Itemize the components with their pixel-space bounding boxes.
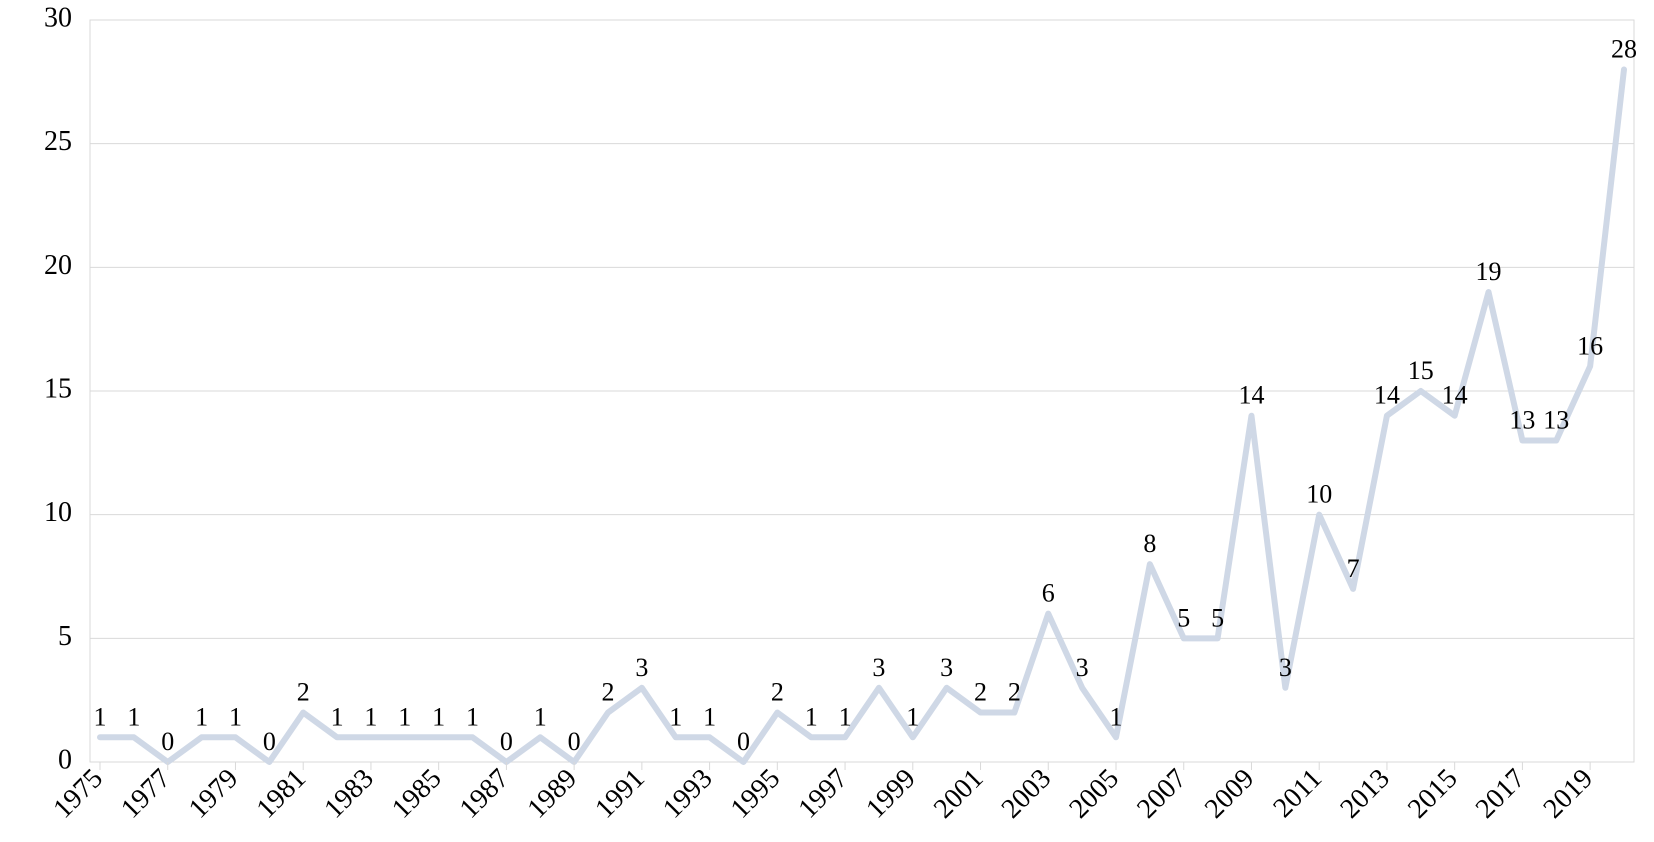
data-label: 1 <box>364 702 377 731</box>
data-label: 1 <box>669 702 682 731</box>
data-label: 3 <box>1076 653 1089 682</box>
data-label: 5 <box>1211 603 1224 632</box>
data-label: 0 <box>500 727 513 756</box>
data-label: 1 <box>1110 702 1123 731</box>
data-label: 1 <box>195 702 208 731</box>
data-label: 14 <box>1238 381 1264 410</box>
data-label: 0 <box>161 727 174 756</box>
y-tick-label: 15 <box>44 373 72 404</box>
data-label: 6 <box>1042 579 1055 608</box>
data-label: 1 <box>398 702 411 731</box>
data-label: 7 <box>1347 554 1360 583</box>
data-label: 3 <box>872 653 885 682</box>
data-label: 0 <box>568 727 581 756</box>
y-tick-label: 5 <box>58 621 72 652</box>
data-label: 16 <box>1577 331 1603 360</box>
data-label: 1 <box>229 702 242 731</box>
data-label: 5 <box>1177 603 1190 632</box>
data-label: 1 <box>534 702 547 731</box>
data-label: 1 <box>703 702 716 731</box>
data-label: 10 <box>1306 480 1332 509</box>
data-label: 13 <box>1543 405 1569 434</box>
data-label: 3 <box>635 653 648 682</box>
data-label: 14 <box>1374 381 1400 410</box>
line-chart: 0510152025301101102111110102311021131322… <box>0 0 1654 842</box>
data-label: 13 <box>1509 405 1535 434</box>
chart-svg: 0510152025301101102111110102311021131322… <box>0 0 1654 842</box>
data-label: 1 <box>839 702 852 731</box>
data-label: 3 <box>940 653 953 682</box>
data-label: 1 <box>906 702 919 731</box>
data-label: 2 <box>297 678 310 707</box>
y-tick-label: 30 <box>44 2 72 33</box>
data-label: 15 <box>1408 356 1434 385</box>
data-label: 14 <box>1442 381 1468 410</box>
y-tick-label: 10 <box>44 497 72 528</box>
data-label: 3 <box>1279 653 1292 682</box>
data-label: 1 <box>331 702 344 731</box>
y-tick-label: 20 <box>44 250 72 281</box>
data-label: 2 <box>974 678 987 707</box>
data-label: 19 <box>1476 257 1502 286</box>
data-label: 2 <box>602 678 615 707</box>
data-label: 1 <box>94 702 107 731</box>
y-tick-label: 25 <box>44 126 72 157</box>
data-label: 1 <box>127 702 140 731</box>
data-label: 1 <box>432 702 445 731</box>
data-label: 8 <box>1143 529 1156 558</box>
data-label: 0 <box>737 727 750 756</box>
data-label: 1 <box>805 702 818 731</box>
data-label: 0 <box>263 727 276 756</box>
data-label: 28 <box>1611 34 1637 63</box>
y-tick-label: 0 <box>58 744 72 775</box>
data-label: 2 <box>771 678 784 707</box>
data-label: 1 <box>466 702 479 731</box>
data-label: 2 <box>1008 678 1021 707</box>
